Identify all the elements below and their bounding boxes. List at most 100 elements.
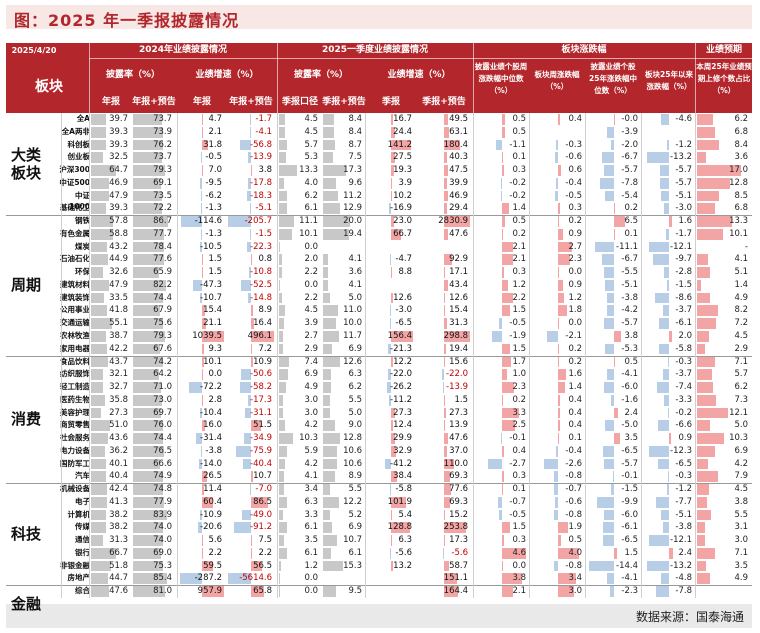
value-bar xyxy=(323,165,347,176)
table-cell: 92.9 xyxy=(449,254,468,265)
table-cell: -1.6 xyxy=(621,394,638,405)
value-bar xyxy=(604,190,614,202)
table-cell: 47.9 xyxy=(109,279,128,290)
value-bar xyxy=(697,547,716,559)
value-bar xyxy=(502,356,511,368)
table-row: 机械设备 42.4 74.8 11.4 -7.0 3.4 5.5 -5.8 77.6 0.1 -0.… xyxy=(6,483,752,496)
sector-name: 沪深300 xyxy=(59,165,90,175)
table-cell: 0.9 xyxy=(568,228,582,239)
value-bar xyxy=(279,190,288,202)
sector-name: 中证500 xyxy=(59,177,90,187)
value-bar xyxy=(279,343,283,355)
table-cell: 74.9 xyxy=(153,471,172,482)
value-bar xyxy=(279,484,284,495)
table-cell: 3.0 xyxy=(734,535,748,546)
value-bar xyxy=(133,292,163,304)
value-bar xyxy=(555,177,558,189)
table-cell: 23.0 xyxy=(393,216,412,227)
table-cell: 10.1 xyxy=(203,356,222,367)
value-bar xyxy=(391,522,410,534)
value-bar xyxy=(279,369,289,380)
value-bar xyxy=(444,267,446,278)
table-cell: 4.9 xyxy=(734,292,748,303)
value-bar xyxy=(662,369,669,380)
table-cell: -12.1 xyxy=(670,535,692,546)
value-bar xyxy=(697,305,719,317)
table-cell: 0.0 xyxy=(304,241,318,252)
table-cell: 4.2 xyxy=(304,420,318,431)
value-bar xyxy=(323,267,328,278)
table-cell: 16.7 xyxy=(393,114,412,124)
column-divider xyxy=(695,113,696,598)
table-cell: -0.0 xyxy=(621,114,638,124)
value-bar xyxy=(697,203,715,215)
value-bar xyxy=(91,458,107,470)
table-cell: 27.5 xyxy=(393,152,412,163)
value-bar xyxy=(556,139,558,151)
table-cell: -10.7 xyxy=(200,292,222,303)
value-bar xyxy=(202,330,224,342)
table-cell: -0.6 xyxy=(565,496,582,507)
sector-name: 建筑材料 xyxy=(60,279,90,289)
value-bar xyxy=(502,547,526,559)
value-bar xyxy=(91,343,108,355)
col-q: 季报 xyxy=(381,97,400,107)
table-cell: 2.3 xyxy=(512,382,526,393)
value-bar xyxy=(133,382,162,393)
table-cell: 72.2 xyxy=(153,203,172,214)
table-cell: 57.8 xyxy=(109,216,128,227)
value-bar xyxy=(323,292,330,304)
table-cell: 10.2 xyxy=(393,190,412,201)
table-cell: 8.7 xyxy=(348,139,362,150)
value-bar xyxy=(391,216,395,227)
sector-name: 医药生物 xyxy=(60,394,90,404)
value-bar xyxy=(323,114,335,125)
value-bar xyxy=(279,203,288,215)
table-cell: 79.3 xyxy=(153,330,172,341)
table-cell: 6.8 xyxy=(734,126,748,137)
value-bar xyxy=(697,573,710,585)
value-bar xyxy=(697,292,710,304)
table-cell: 86.7 xyxy=(153,216,172,227)
table-row: 全A 39.7 73.7 4.7 -1.7 4.5 8.4 16.7 49.5 0.5 0.4 -0.… xyxy=(6,113,752,126)
table-cell: 7.5 xyxy=(258,535,272,546)
table-cell: 31.3 xyxy=(449,318,468,329)
table-cell: 12.8 xyxy=(343,433,362,444)
table-cell: 5.2 xyxy=(348,509,362,520)
table-cell: 1.4 xyxy=(512,203,526,214)
table-cell: 4.5 xyxy=(734,330,748,341)
table-cell: -6.1 xyxy=(621,522,638,533)
table-cell: -0.5 xyxy=(509,509,526,520)
table-cell: 101.9 xyxy=(387,496,412,507)
value-bar xyxy=(279,126,285,138)
table-cell: -2.6 xyxy=(565,458,582,469)
sector-name: 中证1000 xyxy=(69,190,90,212)
value-bar xyxy=(554,484,558,495)
value-bar xyxy=(199,458,202,470)
table-cell: 10.3 xyxy=(299,433,318,444)
column-divider xyxy=(529,113,530,598)
value-bar xyxy=(390,254,391,266)
table-cell: - xyxy=(744,241,748,252)
group-forecast-header: 业绩预期 xyxy=(705,45,742,55)
table-cell: 47.6 xyxy=(449,433,468,444)
value-bar xyxy=(660,509,669,521)
value-bar xyxy=(648,445,669,457)
table-cell: 0.2 xyxy=(512,394,526,405)
table-cell: 6.2 xyxy=(734,382,748,393)
value-bar xyxy=(202,356,204,368)
table-cell: 0.1 xyxy=(624,228,638,239)
sector-header: 板块 xyxy=(35,79,63,95)
value-bar xyxy=(133,547,161,559)
value-bar xyxy=(251,547,252,559)
table-cell: -5.7 xyxy=(621,318,638,329)
value-bar xyxy=(391,433,396,444)
table-cell: 9.5 xyxy=(348,586,362,597)
table-cell: -6.5 xyxy=(395,318,412,329)
value-bar xyxy=(91,445,105,457)
value-bar xyxy=(553,471,558,483)
value-bar xyxy=(91,573,108,585)
value-bar xyxy=(198,522,202,534)
table-cell: -205.7 xyxy=(244,216,272,227)
table-cell: 59.5 xyxy=(203,560,222,571)
